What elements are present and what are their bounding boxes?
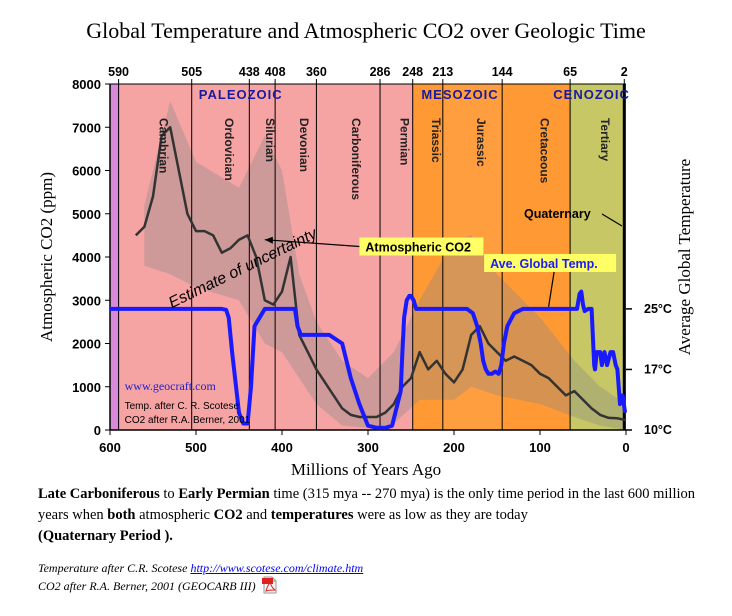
temp-label-box [484, 253, 617, 272]
region-1 [118, 84, 413, 430]
boundary-label: 248 [402, 65, 423, 79]
credit-co2-text: CO2 after R.A. Berner, 2001 (GEOCARB III… [38, 579, 256, 593]
y2-tick-label: 10°C [644, 423, 672, 437]
caption-text-1: to [159, 486, 179, 502]
caption-bold-1: Late Carboniferous [38, 486, 160, 502]
period-label: Cretaceous [538, 118, 552, 184]
temperature-series-line [110, 289, 628, 430]
temp-label-arrow [548, 271, 555, 307]
caption-text-4: and [242, 507, 271, 523]
caption-bold-3: both [107, 507, 136, 523]
x-tick-label: 500 [185, 440, 207, 455]
boundary-label: 286 [370, 65, 391, 79]
x-tick-label: 300 [357, 440, 379, 455]
caption-bold-5: temperatures [270, 507, 354, 523]
temp-label: Ave. Global Temp. [490, 257, 598, 271]
credits: Temperature after C.R. Scotese http://ww… [38, 560, 363, 594]
quaternary-arrow [601, 213, 623, 227]
caption-text-3: atmospheric [135, 507, 214, 523]
y-tick-label: 7000 [72, 120, 101, 135]
chart-title: Global Temperature and Atmospheric CO2 o… [86, 18, 646, 43]
period-label: Carboniferous [349, 118, 363, 200]
scotese-label: Temp. after C. R. Scotese [125, 401, 240, 412]
co2-label: Atmospheric CO2 [365, 241, 471, 255]
era-label: MESOZOIC [421, 87, 498, 102]
region-0 [110, 84, 119, 430]
x-tick-label: 400 [271, 440, 293, 455]
credit-temperature-text: Temperature after C.R. Scotese [38, 561, 191, 575]
co2-series-line [134, 126, 627, 422]
period-label: Permian [397, 118, 411, 165]
period-label: Tertiary [598, 118, 612, 161]
boundary-label: 505 [181, 65, 202, 79]
boundary-label: 213 [432, 65, 453, 79]
caption-bold-4: CO2 [213, 507, 243, 523]
y-tick-label: 8000 [72, 77, 101, 92]
era-label: CENOZOIC [553, 87, 630, 102]
chart-background [110, 84, 626, 430]
y-tick-label: 0 [94, 423, 101, 438]
caption-text-2: time (315 mya -- 270 mya) is the only ti… [38, 486, 695, 523]
uncertainty-region [144, 101, 626, 431]
x-tick-label: 0 [622, 440, 629, 455]
geocraft-label: www.geocraft.com [125, 379, 217, 393]
y-tick-label: 2000 [72, 337, 101, 352]
y-tick-label: 5000 [72, 207, 101, 222]
era-label: PALEOZOIC [199, 87, 283, 102]
y2-tick-label: 17°C [644, 362, 672, 376]
y-tick-label: 1000 [72, 380, 101, 395]
caption-bold-2: Early Permian [178, 486, 270, 502]
period-label: Jurassic [474, 118, 488, 167]
period-label: Triassic [429, 118, 443, 163]
boundary-label: 408 [265, 65, 286, 79]
caption-bold-6: (Quaternary Period ). [38, 528, 173, 544]
scotese-link[interactable]: http://www.scotese.com/climate.htm [190, 561, 364, 575]
credit-co2: CO2 after R.A. Berner, 2001 (GEOCARB III… [38, 576, 363, 594]
credit-temperature: Temperature after C.R. Scotese http://ww… [38, 560, 363, 576]
boundary-label: 144 [492, 65, 513, 79]
period-label: Cambrian [157, 118, 171, 173]
y-tick-label: 4000 [72, 250, 101, 265]
y2-tick-label: 25°C [644, 302, 672, 316]
boundary-label: 2 [621, 65, 628, 79]
pdf-icon[interactable] [261, 576, 278, 594]
boundary-label: 65 [563, 65, 577, 79]
co2-label-arrow [264, 239, 360, 248]
period-label: Silurian [263, 118, 277, 162]
x-tick-label: 100 [529, 440, 551, 455]
quaternary-label: Quaternary [524, 207, 591, 221]
co2-label-box [359, 237, 484, 256]
boundary-label: 438 [239, 65, 260, 79]
uncertainty-band [144, 101, 626, 431]
co2-arrowhead [264, 236, 273, 244]
caption-text-5: were as low as they are today [353, 507, 528, 523]
series-group [110, 126, 628, 430]
boundary-label: 590 [108, 65, 129, 79]
y-tick-label: 3000 [72, 293, 101, 308]
x-tick-label: 200 [443, 440, 465, 455]
x-axis-label: Millions of Years Ago [291, 460, 441, 479]
y2-axis-label: Average Global Temperature [675, 159, 694, 355]
y-tick-label: 6000 [72, 164, 101, 179]
period-label: Devonian [297, 118, 311, 172]
x-tick-label: 600 [99, 440, 121, 455]
y-axis-label: Atmospheric CO2 (ppm) [37, 172, 56, 342]
berner-label: CO2 after R.A. Berner, 2001 [125, 415, 251, 426]
boundary-label: 360 [306, 65, 327, 79]
period-label: Ordovician [222, 118, 236, 181]
caption: Late Carboniferous to Early Permian time… [38, 484, 708, 547]
